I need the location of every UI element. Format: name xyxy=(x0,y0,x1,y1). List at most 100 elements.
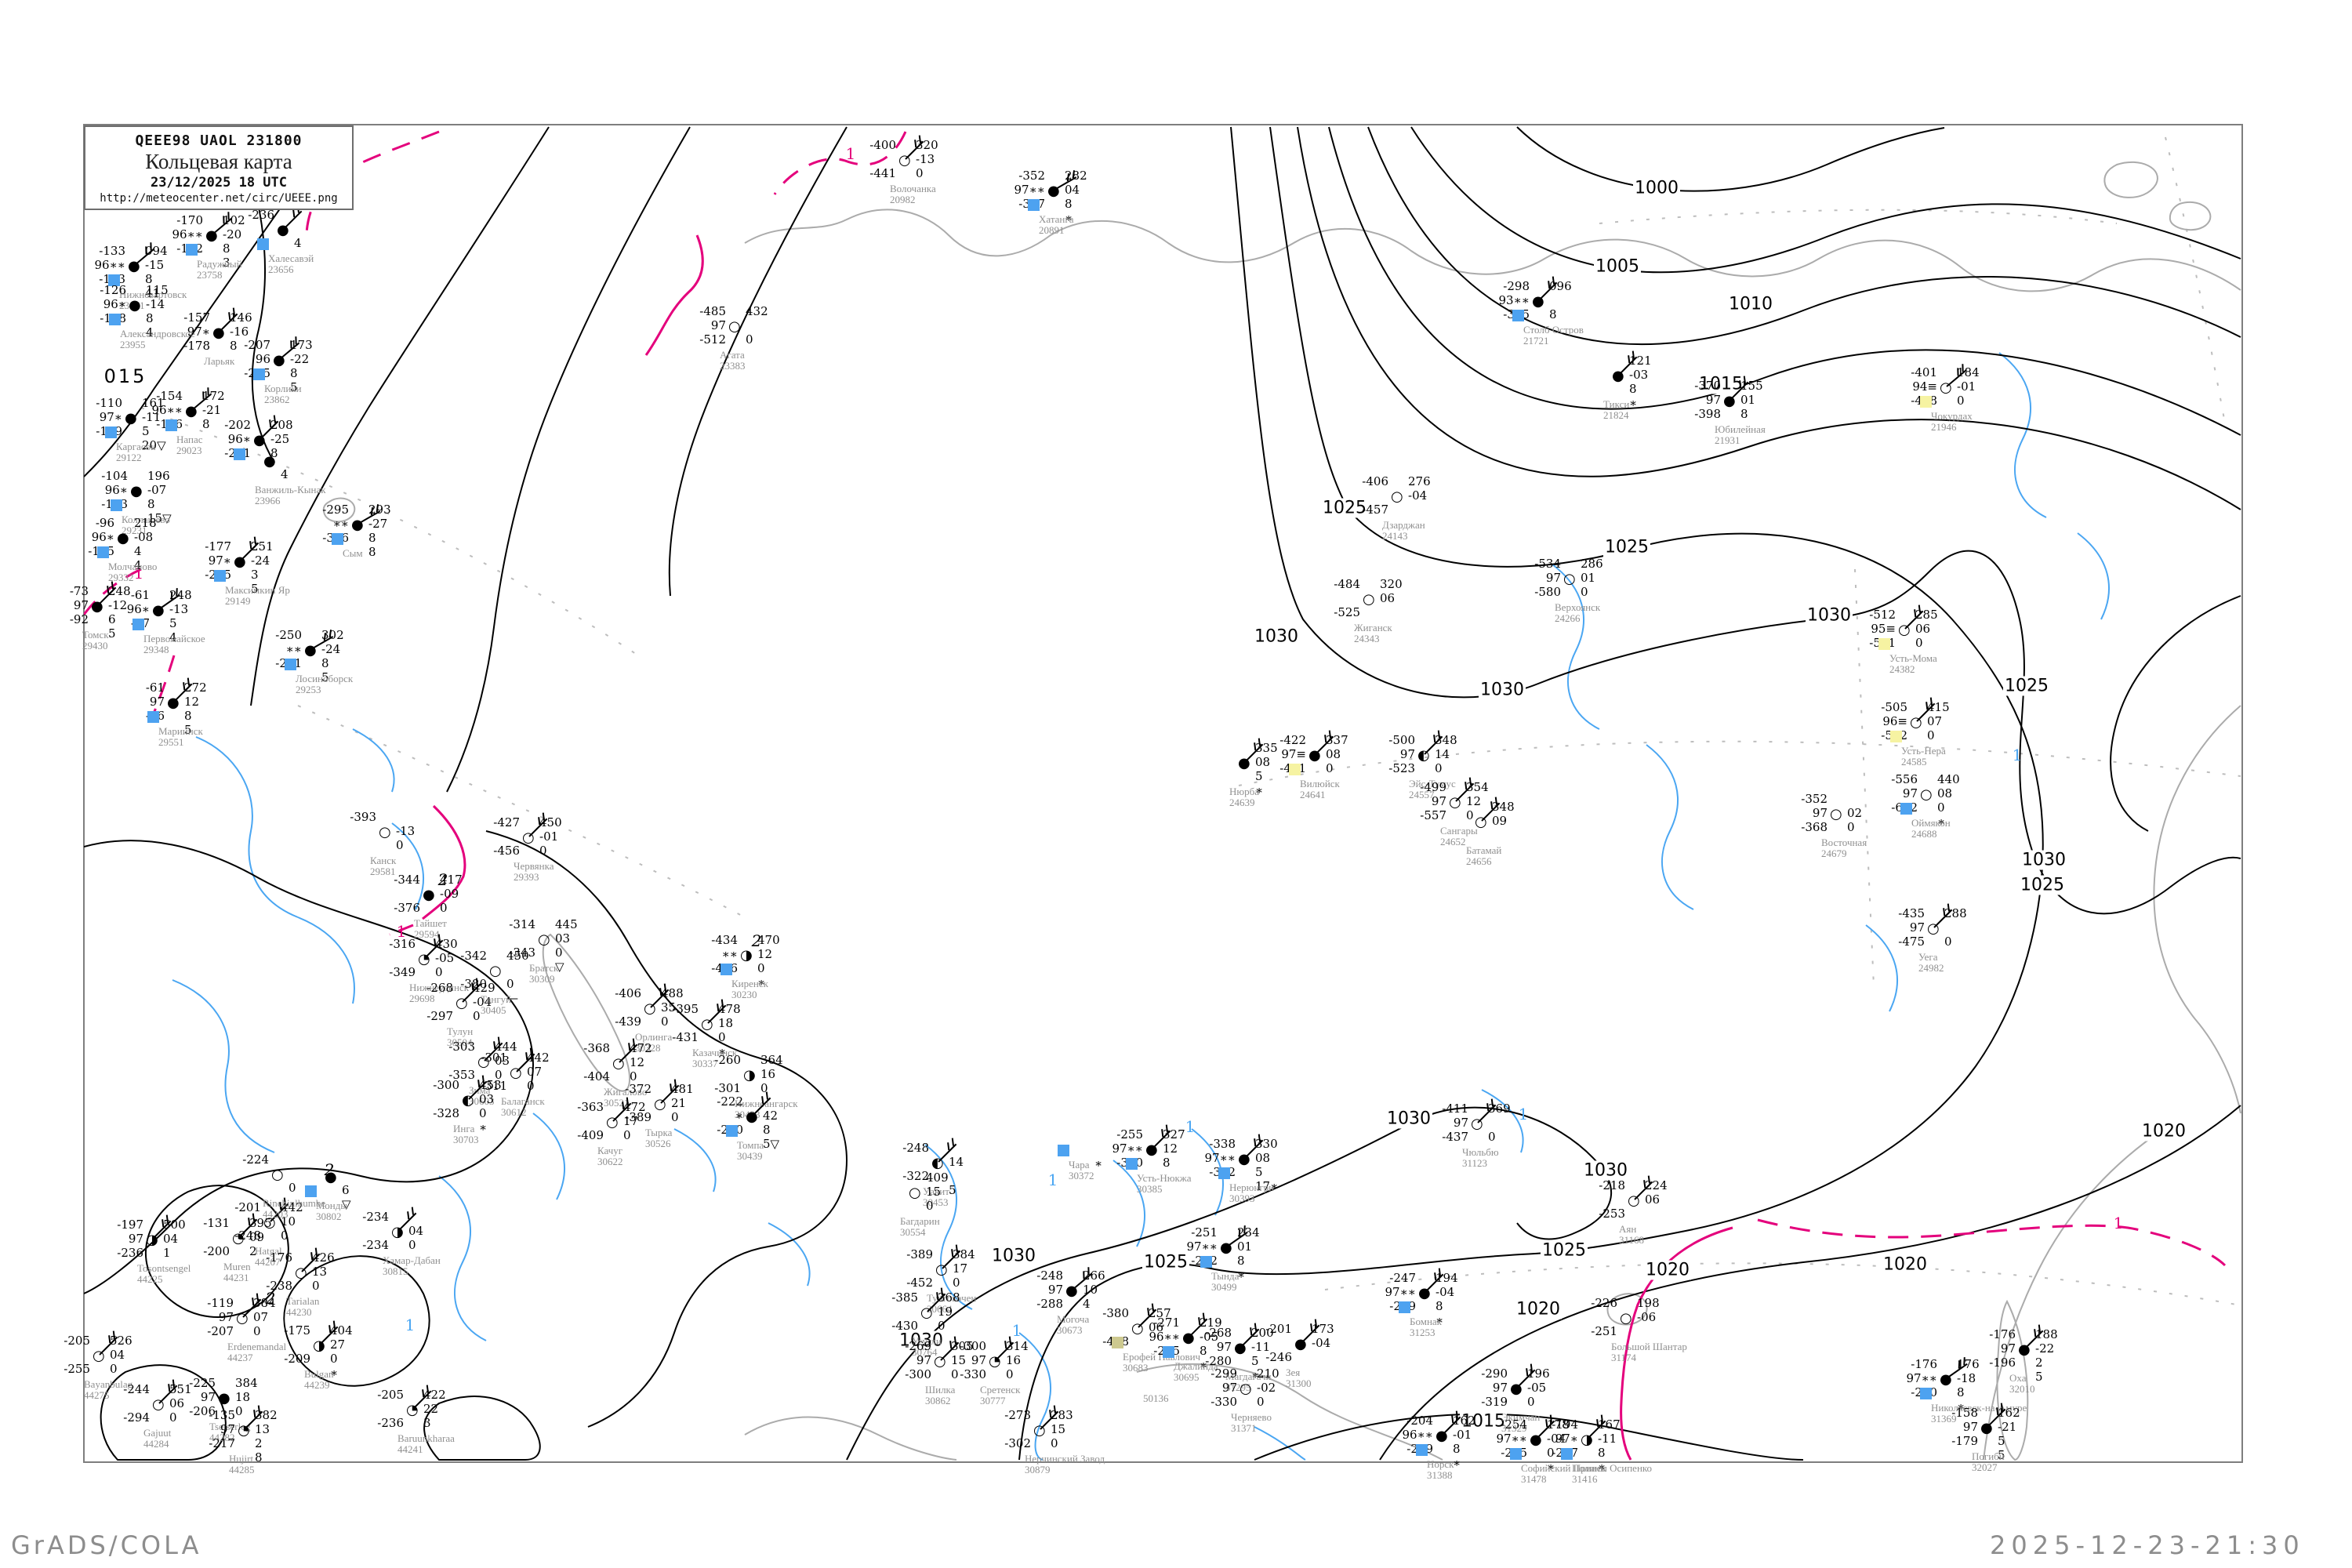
station-temp: -363 xyxy=(577,1100,604,1114)
station-code: 29253 xyxy=(296,684,321,695)
station-code: 30433 xyxy=(735,1109,760,1120)
blue-square-icon xyxy=(1920,1388,1932,1399)
station-pressure: 276 xyxy=(1408,474,1431,488)
station-name: Дзарджан xyxy=(1382,519,1425,531)
station-temp: -389 xyxy=(906,1247,933,1261)
station-cloud-amount: 5 xyxy=(142,424,150,438)
station-code: 44275 xyxy=(84,1389,110,1401)
station-cloud-amount: 0 xyxy=(1435,761,1443,775)
blue-square-icon xyxy=(165,419,177,431)
station-extra: — xyxy=(506,991,518,1005)
station-tendency: -13 xyxy=(169,602,189,616)
station-cloud-amount: 6 xyxy=(108,612,116,626)
station-name: Томпа xyxy=(737,1139,764,1151)
blue-square-icon xyxy=(1510,1448,1522,1460)
station-temp: -385 xyxy=(891,1290,918,1305)
station-dewpoint: -92 xyxy=(69,612,89,626)
station-name: Александровское xyxy=(120,328,195,339)
station-extra: ∗ xyxy=(757,975,766,989)
station-dewpoint: -209 xyxy=(284,1352,310,1366)
station-dewpoint: -300 xyxy=(905,1367,931,1381)
station-name: Шилка xyxy=(925,1384,956,1396)
station-visibility-weather: 97 xyxy=(220,1422,235,1436)
station-tendency: 14 xyxy=(1435,747,1450,761)
station-name: Gajuut xyxy=(143,1427,172,1439)
station-visibility-weather: 97 xyxy=(1812,806,1828,820)
station-name: Томск xyxy=(82,629,109,641)
isobar-label: 1010 xyxy=(1727,294,1774,314)
station-temp: -344 xyxy=(394,873,420,887)
station-name: Казачинск xyxy=(692,1047,738,1058)
station-cloud-amount: 8 xyxy=(1163,1156,1171,1170)
isobar-label: 1020 xyxy=(1882,1254,1929,1275)
station-tendency: 13 xyxy=(255,1422,270,1436)
station-pressure: 432 xyxy=(746,304,768,318)
station-code: 30372 xyxy=(1069,1170,1094,1181)
station-name: Волочанка xyxy=(890,183,936,194)
station-tendency: 13 xyxy=(312,1265,328,1279)
station-visibility-weather: 97 xyxy=(1909,920,1925,935)
station-cloud-amount: 5 xyxy=(1255,769,1263,783)
station-temp: -207 xyxy=(244,338,270,352)
station-name: Оха xyxy=(2009,1372,2027,1384)
station-tendency: -18 xyxy=(1957,1371,1976,1385)
station-code: 20891 xyxy=(1039,224,1065,236)
station-tendency: -04 xyxy=(1547,1432,1566,1446)
station-visibility-weather: 97 xyxy=(1453,1116,1468,1130)
station-dewpoint: -330 xyxy=(960,1367,986,1381)
station-tendency: -08 xyxy=(134,530,154,544)
station-temp: -368 xyxy=(583,1041,610,1055)
station-cloud-amount: 0 xyxy=(235,1404,243,1418)
station-dewpoint: -439 xyxy=(615,1014,641,1029)
station-visibility-weather: 97 xyxy=(128,1232,143,1246)
station-code: 30337 xyxy=(692,1058,718,1069)
station-code: 32010 xyxy=(2009,1383,2035,1395)
station-tendency: -22 xyxy=(290,352,310,366)
station-code: 30439 xyxy=(737,1150,763,1162)
station-temp: -201 xyxy=(234,1200,261,1214)
station-code: 31371 xyxy=(1231,1422,1257,1434)
station-tendency: 16 xyxy=(760,1067,776,1081)
station-dewpoint: -236 xyxy=(377,1416,404,1430)
station-temp: -298 xyxy=(1503,279,1530,293)
station-temp: -380 xyxy=(1102,1306,1129,1320)
station-code: 44230 xyxy=(286,1306,312,1318)
station-visibility-weather: 97 xyxy=(971,1353,986,1367)
station-extra: ∗ xyxy=(1200,1358,1208,1372)
station-tendency: 12 xyxy=(757,947,773,961)
cloud-cover-icon: ○ xyxy=(1920,786,1933,803)
station-dewpoint: -409 xyxy=(577,1128,604,1142)
blue-square-icon xyxy=(109,314,121,325)
station-code: 29149 xyxy=(225,595,251,607)
station-visibility-weather: 96∗∗ xyxy=(151,403,183,417)
station-name: Усть-Нюкжа xyxy=(1137,1172,1192,1184)
station-cloud-amount: 0 xyxy=(495,1068,503,1082)
station-code: 24343 xyxy=(1354,633,1380,644)
station-name: Агата xyxy=(720,349,745,361)
station-temp: -205 xyxy=(64,1334,90,1348)
station-extra: 5 xyxy=(290,380,298,394)
station-tendency: 04 xyxy=(163,1232,179,1246)
blue-square-icon xyxy=(1399,1301,1410,1313)
station-temp: -352 xyxy=(1018,169,1045,183)
station-name: Hujirt xyxy=(229,1453,254,1465)
station-cloud-amount: 0 xyxy=(1581,585,1588,599)
blue-square-icon xyxy=(111,499,122,511)
station-pressure: 417 xyxy=(440,873,463,887)
station-code: 30815 xyxy=(383,1265,408,1277)
station-tendency: 21 xyxy=(671,1096,687,1110)
station-tendency: -13 xyxy=(396,824,416,838)
station-tendency: -11 xyxy=(1251,1340,1271,1354)
station-temp: -411 xyxy=(1442,1102,1468,1116)
station-cloud-amount: 0 xyxy=(440,901,448,915)
station-cloud-amount: 0 xyxy=(746,332,753,347)
station-cloud-amount: 8 xyxy=(270,446,278,460)
station-tendency: 03 xyxy=(555,931,571,946)
station-dewpoint: -580 xyxy=(1534,585,1561,599)
station-tendency: 02 xyxy=(1847,806,1863,820)
isobar-label: 1005 xyxy=(1594,256,1641,277)
station-pressure: 470 xyxy=(757,933,780,947)
station-temp: -158 xyxy=(1951,1406,1978,1420)
station-name: Тайшет xyxy=(414,917,447,929)
station-cloud-amount: 8 xyxy=(230,339,238,353)
